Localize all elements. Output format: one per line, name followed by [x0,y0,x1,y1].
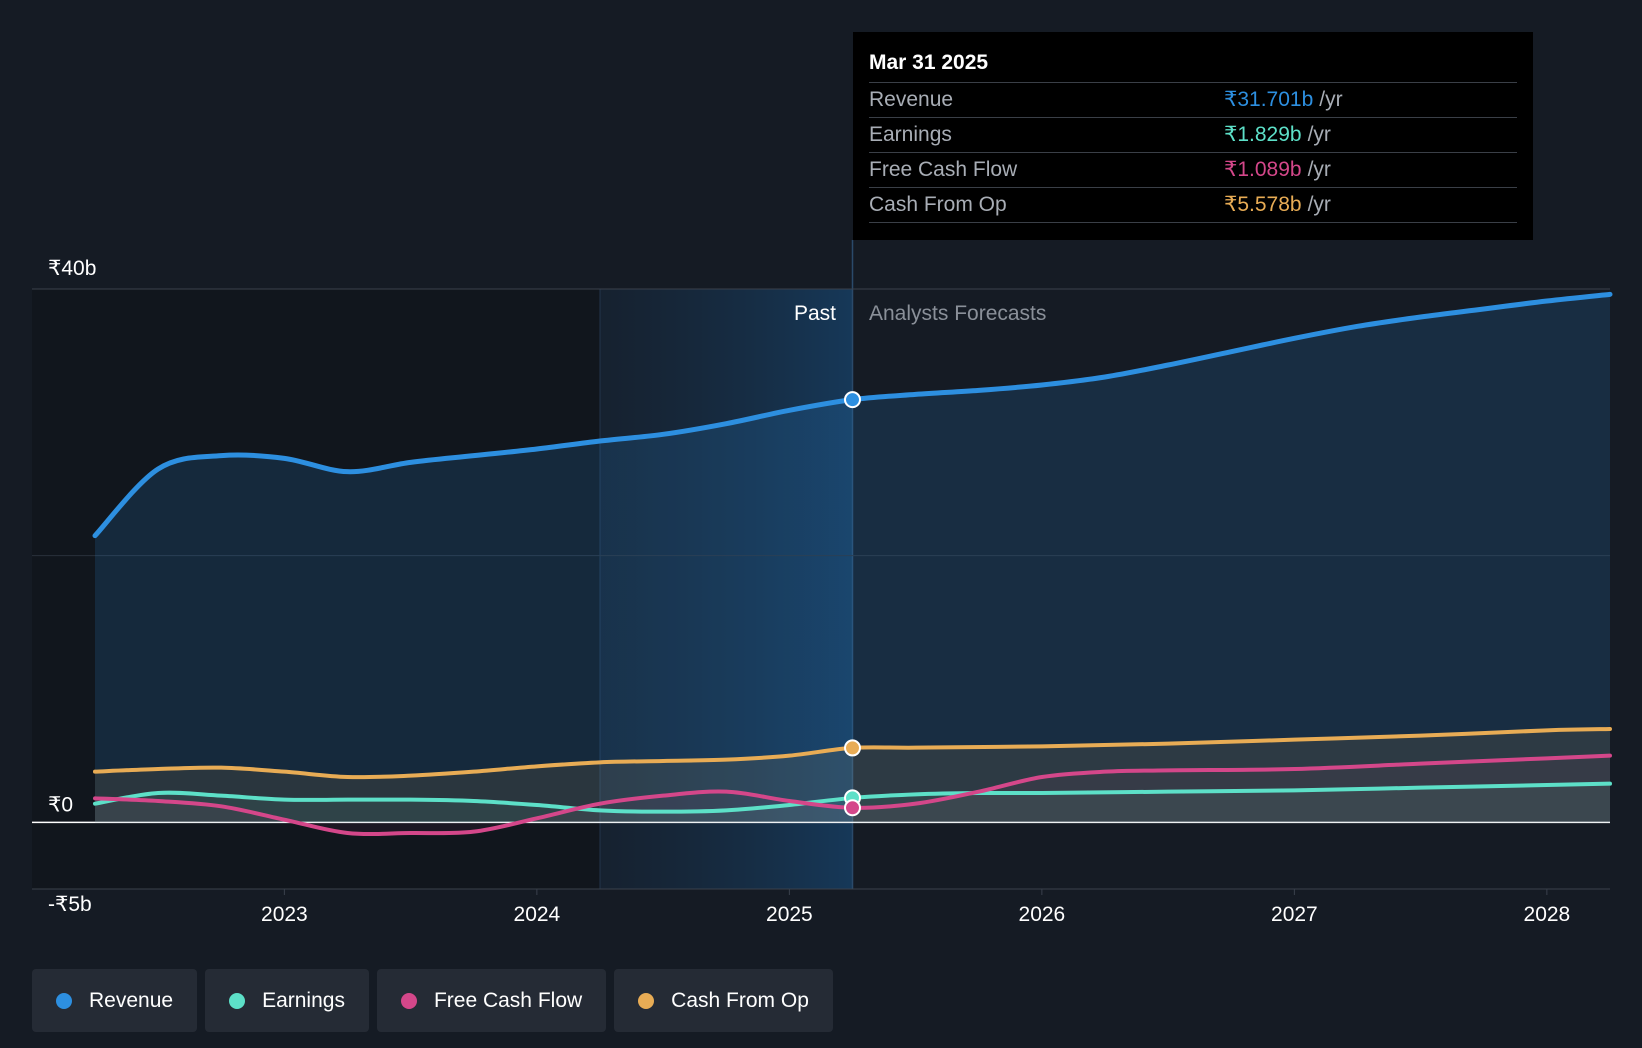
x-axis-labels: 2023 2024 2025 2026 2027 2028 [261,889,1570,926]
marker-cash-from-op [844,739,861,757]
legend-label: Earnings [262,988,345,1012]
forecast-label: Analysts Forecasts [869,302,1046,325]
legend-dot-icon [229,992,246,1009]
series-line-cash-from-op [93,727,1612,780]
tooltip-label: Cash From Op [869,193,1007,216]
x-tick-label: 2027 [1271,903,1318,926]
tooltip-unit: /yr [1307,158,1331,181]
area-free-cash-flow [95,755,1610,835]
legend-item-free-cash-flow[interactable]: Free Cash Flow [376,969,607,1032]
legend-dot-icon [400,992,417,1009]
past-region [32,289,600,889]
x-tick-label: 2024 [514,903,561,926]
legend-label: Cash From Op [671,988,809,1012]
tooltip-label: Earnings [869,123,952,146]
highlight-region [600,289,853,889]
marker-free-cash-flow [844,799,861,817]
tooltip-row-revenue: Revenue ₹31.701b /yr [869,82,1517,117]
legend-item-earnings[interactable]: Earnings [205,969,369,1032]
y-axis-labels: ₹40b ₹0 -₹5b [48,257,96,916]
legend-dot-icon [56,992,72,1009]
tooltip-label: Revenue [869,88,954,111]
past-label: Past [794,302,836,325]
x-tick-label: 2023 [261,903,308,926]
y-tick-label: -₹5b [48,893,92,916]
tooltip-date: Mar 31 2025 [869,51,989,74]
tooltip-value: ₹1.829b [1224,123,1302,146]
tooltip-value: ₹1.089b [1224,158,1302,181]
series-line-earnings [93,781,1612,814]
series-lines [92,291,1613,837]
hover-markers [844,391,861,817]
x-tick-label: 2028 [1524,903,1571,926]
y-tick-label: ₹0 [48,793,73,816]
tooltip-unit: /yr [1307,193,1331,216]
tooltip-row-earnings: Earnings ₹1.829b /yr [869,117,1517,152]
marker-revenue [844,391,861,409]
tooltip-value: ₹31.701b [1224,88,1314,111]
tooltip-unit: /yr [1319,88,1343,111]
plot-background [32,240,854,889]
tooltip-label: Free Cash Flow [869,158,1018,181]
legend-item-revenue[interactable]: Revenue [32,969,198,1032]
legend-label: Revenue [89,988,174,1012]
legend-item-cash-from-op[interactable]: Cash From Op [614,969,833,1032]
series-line-free-cash-flow [93,753,1612,837]
legend-dot-icon [638,992,655,1009]
x-tick-label: 2025 [766,903,813,926]
x-tick-label: 2026 [1019,903,1066,926]
y-tick-label: ₹40b [48,257,96,280]
tooltip-unit: /yr [1307,123,1331,146]
tooltip-row-free-cash-flow: Free Cash Flow ₹1.089b /yr [869,152,1517,187]
area-revenue [95,294,1610,823]
tooltip-value: ₹5.578b [1224,193,1302,216]
legend: Revenue Earnings Free Cash Flow Cash Fro… [32,969,833,1032]
tooltip-panel: Mar 31 2025 Revenue ₹31.701b /yr Earning… [853,32,1533,240]
legend-label: Free Cash Flow [433,988,583,1012]
tooltip-row-cash-from-op: Cash From Op ₹5.578b /yr [869,187,1517,223]
